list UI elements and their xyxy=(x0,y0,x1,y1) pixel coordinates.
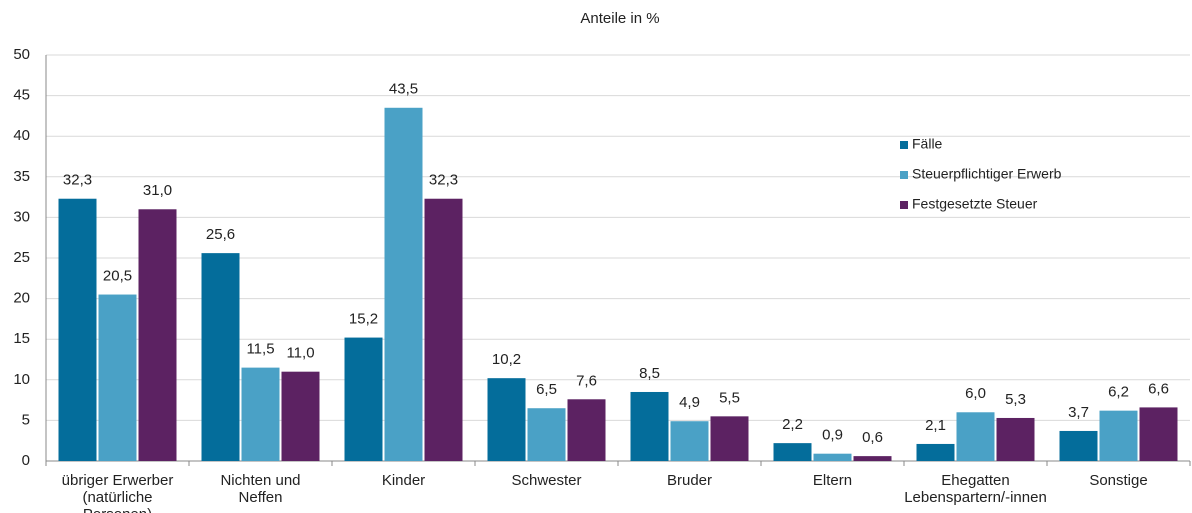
y-tick-label: 0 xyxy=(22,452,30,469)
bar xyxy=(424,198,463,461)
x-tick-label: Eltern xyxy=(812,472,853,489)
bar xyxy=(567,399,606,461)
x-tick-label: Ehegatten Lebenspartern/-innen xyxy=(904,472,1047,506)
value-label: 10,2 xyxy=(492,351,521,368)
y-tick-label: 20 xyxy=(13,290,30,307)
y-tick-label: 40 xyxy=(13,127,30,144)
y-tick-label: 50 xyxy=(13,46,30,63)
bar xyxy=(773,443,812,461)
x-tick-label: Bruder xyxy=(666,472,713,489)
bar xyxy=(201,253,240,461)
legend-label: Fälle xyxy=(912,136,943,152)
y-tick-label: 25 xyxy=(13,249,30,266)
bar xyxy=(58,198,97,461)
bar xyxy=(916,443,955,461)
value-label: 2,2 xyxy=(782,416,803,433)
y-tick-label: 5 xyxy=(22,411,30,428)
value-label: 5,5 xyxy=(719,389,740,406)
value-label: 6,0 xyxy=(965,385,986,402)
y-tick-label: 45 xyxy=(13,87,30,104)
value-label: 3,7 xyxy=(1068,404,1089,421)
bar xyxy=(1139,407,1178,461)
chart-title: Anteile in % xyxy=(580,10,659,27)
value-label: 7,6 xyxy=(576,372,597,389)
value-label: 6,6 xyxy=(1148,380,1169,397)
value-label: 25,6 xyxy=(206,226,235,243)
bar xyxy=(281,371,320,461)
value-label: 11,0 xyxy=(286,345,314,362)
value-label: 8,5 xyxy=(639,365,660,382)
value-label: 43,5 xyxy=(389,81,418,98)
value-label: 0,6 xyxy=(862,429,883,446)
bar xyxy=(630,391,669,461)
bar xyxy=(710,416,749,461)
legend-label: Steuerpflichtiger Erwerb xyxy=(912,166,1062,182)
value-label: 20,5 xyxy=(103,268,132,285)
x-tick-label: Sonstige xyxy=(1089,472,1148,489)
y-tick-label: 30 xyxy=(13,208,30,225)
bar xyxy=(956,412,995,461)
value-label: 5,3 xyxy=(1005,391,1026,408)
y-tick-label: 15 xyxy=(13,330,30,347)
x-tick-label: Nichten und Neffen xyxy=(220,472,301,506)
legend-label: Festgesetzte Steuer xyxy=(912,196,1038,212)
value-label: 11,5 xyxy=(246,341,274,358)
bar xyxy=(487,378,526,461)
bar xyxy=(996,417,1035,461)
bar xyxy=(344,337,383,461)
legend-swatch xyxy=(900,171,908,179)
bar xyxy=(813,453,852,461)
value-label: 2,1 xyxy=(925,417,946,434)
x-tick-label: Schwester xyxy=(511,472,582,489)
bar xyxy=(527,408,566,461)
value-label: 4,9 xyxy=(679,394,700,411)
value-label: 32,3 xyxy=(429,172,458,189)
x-tick-label: übriger Erwerber (natürliche Personen) xyxy=(61,472,174,513)
bar xyxy=(98,294,137,461)
y-tick-label: 10 xyxy=(13,371,30,388)
value-label: 15,2 xyxy=(349,311,378,328)
x-tick-label: Kinder xyxy=(381,472,426,489)
bar xyxy=(670,421,709,461)
legend-swatch xyxy=(900,201,908,209)
value-label: 31,0 xyxy=(143,182,172,199)
bar xyxy=(138,209,177,461)
value-label: 32,3 xyxy=(63,172,92,189)
value-label: 6,2 xyxy=(1108,384,1129,401)
legend-swatch xyxy=(900,141,908,149)
value-label: 0,9 xyxy=(822,427,843,444)
bar xyxy=(1099,410,1138,461)
bar xyxy=(241,367,280,461)
y-tick-label: 35 xyxy=(13,168,30,185)
bar xyxy=(384,107,423,461)
bar xyxy=(1059,430,1098,461)
bar xyxy=(853,456,892,461)
value-label: 6,5 xyxy=(536,381,557,398)
